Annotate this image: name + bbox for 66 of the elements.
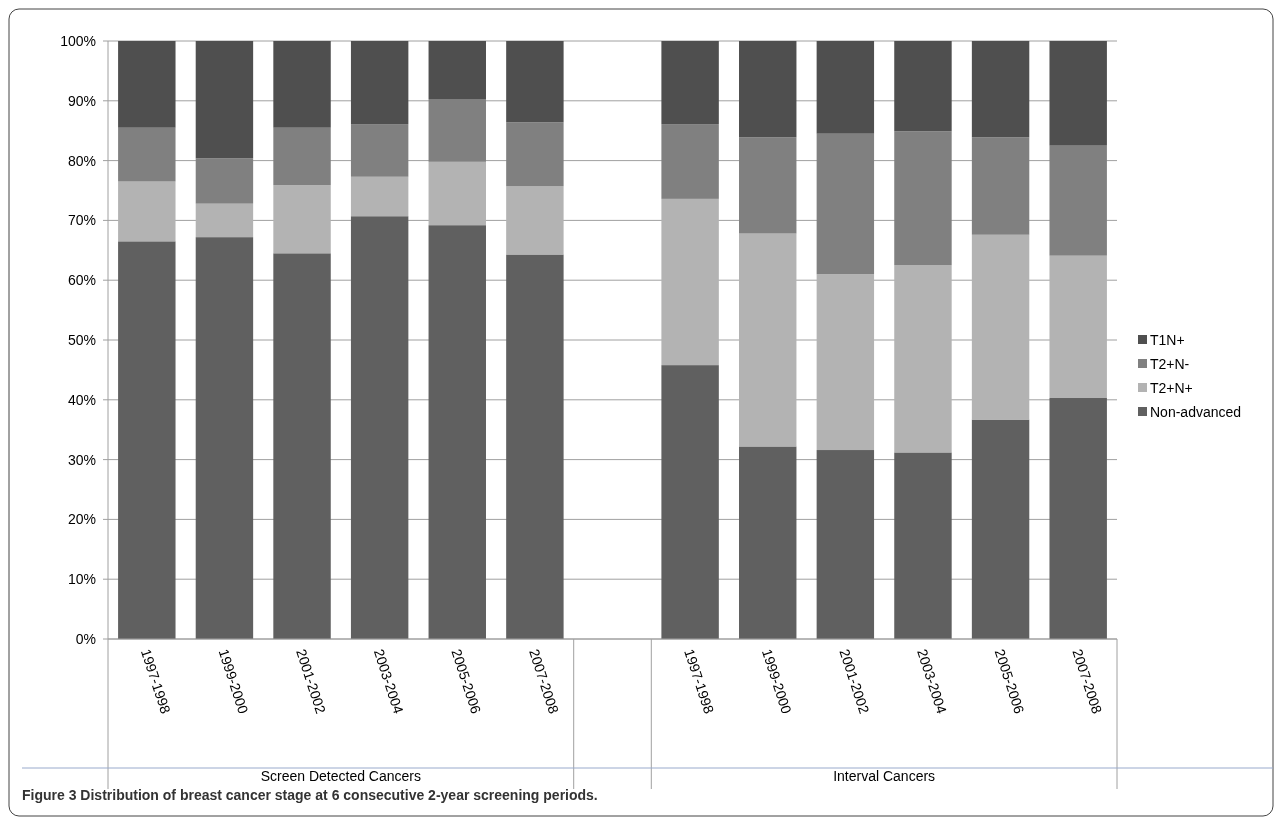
bar: [816, 133, 875, 275]
bar: [816, 41, 875, 134]
bar: [661, 124, 719, 199]
bar: [894, 131, 952, 266]
bar: [273, 253, 331, 639]
bar: [273, 41, 331, 128]
bar: [816, 450, 875, 639]
y-tick-label: 60%: [67, 272, 96, 289]
y-tick-label: 10%: [67, 571, 96, 588]
text: Interval Cancers: [833, 768, 936, 784]
bar: [195, 237, 254, 639]
bar: [971, 234, 1030, 420]
bar: [118, 241, 176, 639]
bar: [1049, 255, 1107, 399]
bar: [1049, 41, 1107, 146]
bar: [195, 158, 254, 204]
bar: [350, 41, 409, 125]
bar: [428, 161, 486, 226]
bar: [428, 41, 486, 100]
bar: [739, 41, 797, 138]
y-tick-label: 80%: [67, 152, 96, 169]
y-tick-label: 90%: [67, 92, 96, 109]
bar: [1049, 145, 1107, 256]
bar: [739, 233, 797, 447]
bar: [350, 176, 409, 217]
bar: [506, 186, 564, 255]
bar: [506, 254, 564, 639]
bar: [273, 127, 331, 186]
bar: [894, 41, 952, 132]
legend-label: T1N+: [1150, 331, 1185, 348]
bar: [428, 225, 486, 639]
legend-label: T2+N+: [1150, 379, 1193, 396]
y-tick-label: 30%: [67, 451, 96, 468]
y-tick-label: 100%: [60, 32, 96, 49]
y-tick-label: 40%: [67, 391, 96, 408]
legend-label: T2+N-: [1150, 355, 1190, 372]
text: Figure 3 Distribution of breast cancer stage at 6 consecutive 2-year screening periods.: [22, 787, 598, 803]
y-tick-label: 70%: [67, 212, 96, 229]
bar: [273, 185, 331, 254]
y-tick-label: 0%: [75, 630, 96, 647]
bar: [661, 41, 719, 125]
bar: [661, 365, 719, 639]
bar: [971, 419, 1030, 639]
text: Screen Detected Cancers: [260, 768, 421, 784]
bar: [816, 274, 875, 451]
bar: [350, 124, 409, 177]
legend-label: Non-advanced: [1150, 403, 1242, 420]
bar: [506, 122, 564, 187]
bar: [1049, 398, 1107, 639]
bar: [195, 203, 254, 238]
bar: [894, 265, 952, 453]
bar: [506, 41, 564, 123]
y-tick-label: 20%: [67, 511, 96, 528]
bar: [971, 41, 1030, 138]
bar: [894, 452, 952, 639]
bar: [118, 181, 176, 242]
bar: [739, 137, 797, 234]
bar: [428, 99, 486, 162]
bar: [195, 41, 254, 159]
y-tick-label: 50%: [67, 331, 96, 348]
bar: [739, 446, 797, 639]
bar: [118, 41, 176, 128]
bar: [971, 137, 1030, 235]
bar: [118, 127, 176, 182]
bar: [350, 216, 409, 639]
bar: [661, 198, 719, 366]
